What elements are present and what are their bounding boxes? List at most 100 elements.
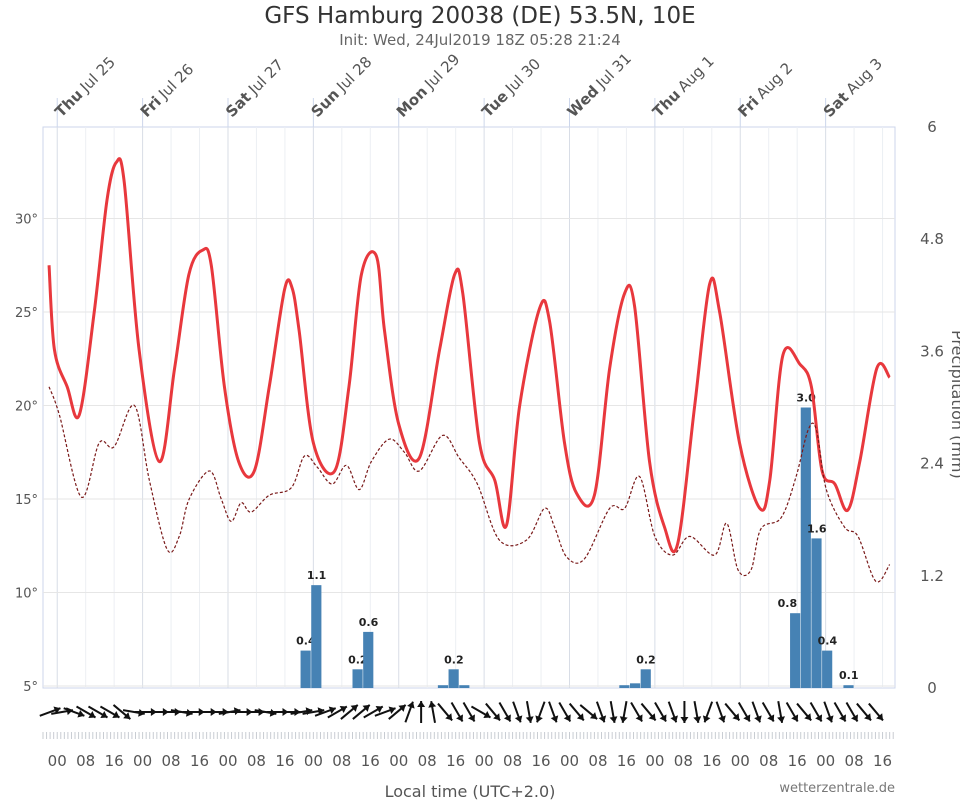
- wind-arrow-head: [598, 715, 607, 723]
- wind-arrow-head: [839, 714, 846, 722]
- precipitation-data-label: 0.6: [359, 616, 379, 629]
- day-date: Jul 29: [420, 50, 463, 93]
- wind-arrow: [680, 701, 689, 723]
- x-tick-label: 00: [48, 752, 67, 770]
- x-tick-label: 16: [275, 752, 294, 770]
- precipitation-data-label: 0.2: [636, 653, 656, 666]
- day-label: SunJul 28: [307, 53, 375, 121]
- x-tick-label: 08: [845, 752, 864, 770]
- day-of-week: Thu: [649, 86, 684, 121]
- wind-arrow-head: [589, 712, 598, 720]
- wind-arrow-head: [815, 714, 823, 722]
- precipitation-data-label: 0.4: [296, 635, 316, 648]
- wind-arrow-head: [619, 716, 628, 723]
- right-tick-label: 1.2: [920, 567, 944, 585]
- precipitation-data-label: 1.6: [807, 522, 827, 535]
- wind-arrow: [809, 701, 823, 723]
- wind-arrow: [654, 701, 667, 723]
- wind-arrow: [693, 700, 702, 724]
- wind-arrow: [417, 701, 426, 723]
- wind-arrow-head: [576, 713, 584, 721]
- x-tick-label: 16: [617, 752, 636, 770]
- wind-arrow: [327, 705, 348, 719]
- wind-arrow-head: [375, 706, 383, 713]
- day-date: Aug 3: [842, 55, 886, 99]
- wind-arrow-head: [328, 706, 336, 715]
- wind-arrow: [595, 701, 607, 723]
- wind-arrow-head: [876, 713, 883, 721]
- wind-arrow-head: [339, 706, 347, 713]
- wind-arrow: [437, 702, 453, 722]
- wind-arrow-head: [112, 711, 120, 718]
- wind-arrow-head: [767, 714, 775, 722]
- left-tick-label: 25°: [15, 306, 38, 321]
- wind-arrow: [737, 701, 751, 723]
- wind-arrow: [724, 702, 741, 722]
- x-tick-label: 16: [105, 752, 124, 770]
- precipitation-bar: [811, 538, 822, 688]
- wind-arrow-head: [503, 714, 511, 722]
- wind-arrow-head: [635, 714, 643, 722]
- right-tick-label: 3.6: [920, 342, 944, 360]
- wind-arrow: [715, 701, 726, 723]
- day-label: ThuAug 1: [649, 52, 718, 121]
- precipitation-bar: [640, 669, 651, 688]
- x-tick-label: 16: [190, 752, 209, 770]
- precipitation-bar: [822, 650, 833, 688]
- wind-arrow: [512, 701, 523, 723]
- wind-arrow: [462, 701, 476, 723]
- wind-arrow-head: [680, 717, 689, 723]
- x-tick-label: 16: [788, 752, 807, 770]
- wind-arrow: [568, 702, 585, 722]
- wind-arrow-head: [456, 714, 463, 722]
- right-tick-label: 6: [927, 118, 937, 136]
- precipitation-data-label: 1.1: [307, 569, 327, 582]
- x-tick-label: 08: [674, 752, 693, 770]
- wind-arrow: [619, 700, 628, 724]
- day-date: Jul 25: [76, 53, 119, 96]
- wind-arrow: [702, 701, 714, 723]
- wind-arrow: [112, 704, 131, 720]
- wind-arrow: [525, 700, 534, 724]
- wind-arrow: [667, 701, 678, 723]
- wind-arrow: [470, 705, 491, 719]
- precipitation-bar: [629, 683, 641, 688]
- x-tick-label: 00: [731, 752, 750, 770]
- series-lines: [47, 157, 891, 583]
- precipitation-bar: [363, 631, 374, 688]
- wind-arrow-head: [445, 713, 453, 721]
- precipitation-data-label: 0.8: [778, 597, 798, 610]
- wind-arrow: [751, 701, 762, 723]
- chart-subtitle: Init: Wed, 24Jul2019 18Z 05:28 21:24: [339, 31, 621, 49]
- wind-arrow: [785, 701, 799, 723]
- wind-arrow-head: [754, 715, 762, 723]
- left-tick-label: 20°: [15, 400, 38, 415]
- wind-arrow: [374, 706, 396, 717]
- wind-arrow: [856, 702, 872, 722]
- day-label: FriJul 26: [137, 60, 198, 121]
- wind-arrow-head: [428, 701, 437, 708]
- x-tick-label: 08: [162, 752, 181, 770]
- day-label: ThuJul 25: [51, 53, 119, 121]
- dewpoint-line: [48, 386, 891, 583]
- x-tick-label: 08: [588, 752, 607, 770]
- precipitation-bar: [300, 650, 311, 688]
- x-tick-label: 16: [531, 752, 550, 770]
- wind-arrow: [450, 701, 464, 723]
- x-tick-label: 00: [475, 752, 494, 770]
- wind-arrow: [314, 706, 337, 717]
- wind-arrow-head: [388, 706, 396, 715]
- wind-arrow-head: [53, 706, 61, 715]
- wind-arrow-head: [535, 715, 543, 723]
- day-label: TueJul 30: [478, 55, 544, 121]
- wind-arrow: [75, 705, 97, 719]
- wind-arrow-head: [864, 713, 872, 721]
- wind-arrow-head: [743, 714, 751, 722]
- wind-arrow: [302, 707, 325, 716]
- day-of-week: Sun: [307, 85, 342, 120]
- wind-arrow: [868, 702, 884, 722]
- wind-arrow: [352, 704, 371, 720]
- left-tick-label: 15°: [15, 493, 38, 508]
- left-tick-label: 10°: [15, 587, 38, 602]
- wind-arrow: [579, 704, 598, 720]
